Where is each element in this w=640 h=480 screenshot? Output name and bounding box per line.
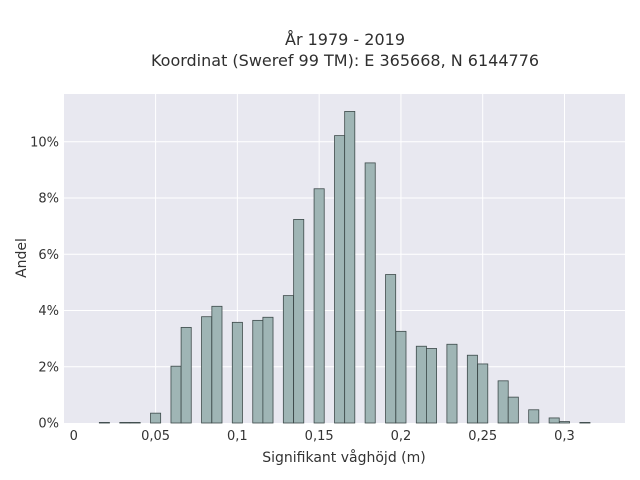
- x-tick-label: 0,05: [141, 429, 170, 444]
- histogram-bar: [129, 422, 141, 424]
- histogram-bar: [446, 343, 458, 424]
- histogram-bar: [98, 422, 110, 424]
- y-tick-label: 8%: [38, 192, 59, 207]
- y-tick-label: 6%: [38, 248, 59, 263]
- histogram-bar: [344, 111, 356, 424]
- histogram-bar: [150, 412, 162, 424]
- x-tick-label: 0: [70, 429, 78, 444]
- histogram-bar: [466, 354, 478, 424]
- y-axis-title: Andel: [14, 238, 30, 278]
- x-tick-label: 0,2: [391, 429, 412, 444]
- histogram-bar: [211, 305, 223, 424]
- histogram-bar: [262, 316, 274, 424]
- x-tick-label: 0,3: [554, 429, 575, 444]
- chart-title-line-2: Koordinat (Sweref 99 TM): E 365668, N 61…: [151, 51, 539, 70]
- histogram-bar: [170, 365, 182, 424]
- histogram-bar: [395, 330, 407, 424]
- histogram-bar: [415, 345, 427, 424]
- x-tick-label: 0,25: [468, 429, 497, 444]
- histogram-bar: [364, 162, 376, 424]
- chart-title-line-1: År 1979 - 2019: [285, 30, 405, 49]
- histogram-bar: [477, 363, 489, 424]
- bar-series: [98, 111, 591, 424]
- x-axis-title: Signifikant våghöjd (m): [262, 449, 425, 466]
- histogram-bar: [385, 274, 397, 424]
- histogram-bar: [282, 295, 294, 424]
- y-tick-label: 4%: [38, 304, 59, 319]
- histogram-bar: [559, 421, 570, 424]
- histogram-bar: [548, 417, 560, 424]
- histogram-bar: [119, 422, 131, 424]
- y-tick-label: 10%: [30, 135, 59, 150]
- x-tick-label: 0,15: [305, 429, 334, 444]
- histogram-bar: [201, 316, 213, 424]
- x-tick-label: 0,1: [227, 429, 248, 444]
- histogram-bar: [497, 380, 509, 424]
- histogram-bar: [293, 219, 305, 424]
- y-tick-label: 0%: [38, 417, 59, 432]
- histogram-bar: [231, 321, 243, 424]
- histogram-bar: [528, 409, 540, 424]
- histogram-bar: [334, 135, 346, 424]
- histogram-bar: [579, 422, 591, 424]
- histogram-bar: [426, 348, 437, 424]
- histogram-bar: [313, 188, 325, 424]
- histogram-bar: [507, 396, 519, 424]
- x-axis-ticks: 0 0,05 0,1 0,15 0,2 0,25 0,3: [70, 429, 575, 444]
- y-tick-label: 2%: [38, 360, 59, 375]
- y-axis-ticks: 0% 2% 4% 6% 8% 10%: [30, 135, 59, 431]
- histogram-bar: [180, 326, 192, 424]
- histogram-bar: [252, 319, 264, 424]
